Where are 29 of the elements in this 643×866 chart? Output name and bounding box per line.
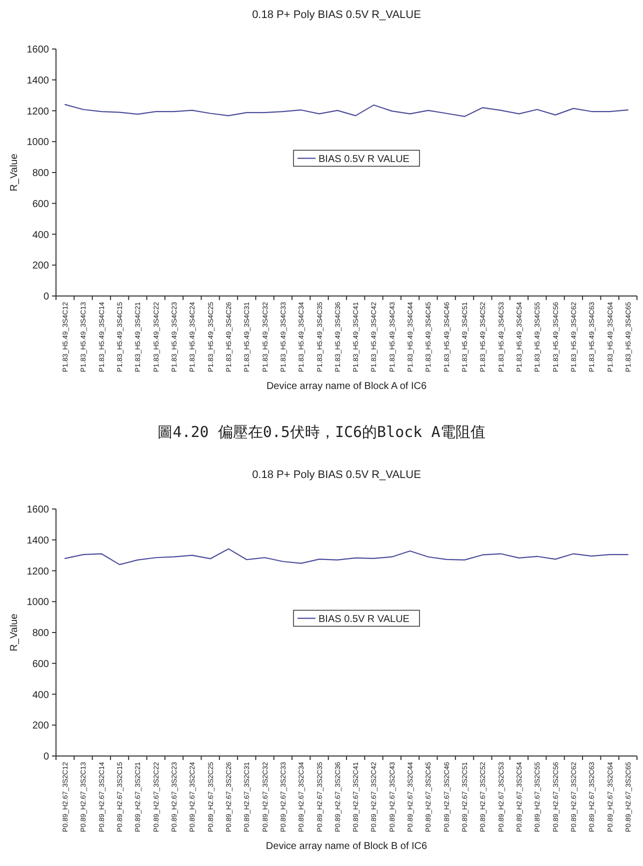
line-series <box>64 548 628 566</box>
y-tick-label: 0 <box>43 292 50 302</box>
y-tick-label: 400 <box>32 690 50 701</box>
y-tick-label: 800 <box>32 168 50 179</box>
legend-label: BIAS 0.5V R VALUE <box>318 154 410 165</box>
x-axis-title: Device array name of Block B of IC6 <box>266 841 428 852</box>
line-series <box>64 104 628 118</box>
y-tick-label: 1200 <box>26 566 50 578</box>
y-tick-label: 1400 <box>26 75 50 86</box>
y-tick-label: 800 <box>32 628 50 639</box>
y-tick-label: 1000 <box>26 597 50 608</box>
legend-label: BIAS 0.5V R VALUE <box>318 614 410 625</box>
y-tick-label: 600 <box>32 198 50 210</box>
y-axis-title: R_Value <box>9 153 20 192</box>
y-tick-label: 1200 <box>26 106 50 118</box>
y-tick-label: 1600 <box>26 44 50 56</box>
y-tick-label: 1000 <box>26 137 50 148</box>
y-tick-label: 200 <box>32 720 50 732</box>
y-tick-label: 1600 <box>26 504 50 516</box>
y-tick-label: 0 <box>43 752 50 762</box>
y-tick-label: 1400 <box>26 535 50 546</box>
caption: 圖4.20 偏壓在0.5伏時，IC6的Block A電阻值 <box>158 423 486 441</box>
y-tick-label: 600 <box>32 658 50 670</box>
x-axis-title: Device array name of Block A of IC6 <box>266 381 427 392</box>
y-tick-label: 200 <box>32 260 50 272</box>
y-axis-title: R_Value <box>9 613 20 652</box>
chart-title: 0.18 P+ Poly BIAS 0.5V R_VALUE <box>252 469 421 481</box>
chart-title: 0.18 P+ Poly BIAS 0.5V R_VALUE <box>252 9 421 21</box>
y-tick-label: 400 <box>32 230 50 241</box>
